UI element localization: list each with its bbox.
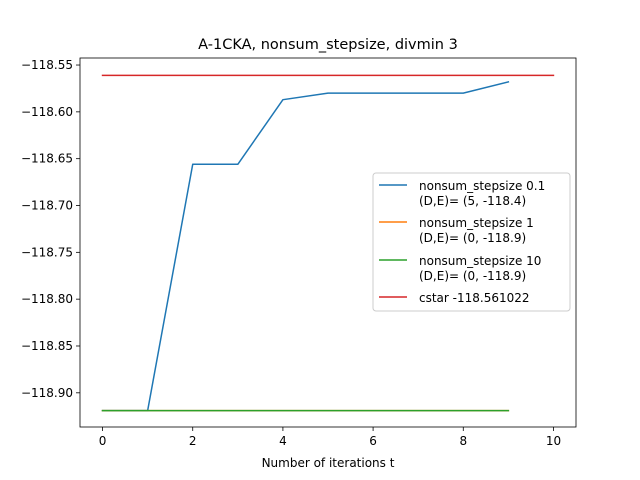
x-tick-label: 6 xyxy=(369,434,377,448)
legend-sublabel-0: (D,E)= (5, -118.4) xyxy=(419,194,526,208)
x-axis-label: Number of iterations t xyxy=(262,456,395,470)
legend-sublabel-1: (D,E)= (0, -118.9) xyxy=(419,231,526,245)
plot-area-frame xyxy=(79,57,577,428)
legend-label-0: nonsum_stepsize 0.1 xyxy=(419,179,545,193)
y-tick-label: −118.90 xyxy=(21,386,73,400)
x-tick-label: 4 xyxy=(279,434,287,448)
chart-title: A-1CKA, nonsum_stepsize, divmin 3 xyxy=(198,37,458,53)
legend-sublabel-2: (D,E)= (0, -118.9) xyxy=(419,269,526,283)
series-line-0 xyxy=(101,80,510,412)
legend-label-3: cstar -118.561022 xyxy=(419,291,530,305)
y-tick-label: −118.75 xyxy=(21,245,73,259)
x-tick-label: 0 xyxy=(99,434,107,448)
legend-label-2: nonsum_stepsize 10 xyxy=(419,254,541,268)
y-tick-label: −118.80 xyxy=(21,292,73,306)
x-tick-label: 10 xyxy=(546,434,561,448)
y-tick-label: −118.55 xyxy=(21,58,73,72)
legend-box xyxy=(372,172,571,312)
y-tick-label: −118.65 xyxy=(21,152,73,166)
y-tick-label: −118.85 xyxy=(21,339,73,353)
x-tick-label: 2 xyxy=(189,434,197,448)
y-tick-label: −118.60 xyxy=(21,105,73,119)
y-tick-label: −118.70 xyxy=(21,199,73,213)
x-tick-label: 8 xyxy=(459,434,467,448)
legend-label-1: nonsum_stepsize 1 xyxy=(419,216,534,230)
